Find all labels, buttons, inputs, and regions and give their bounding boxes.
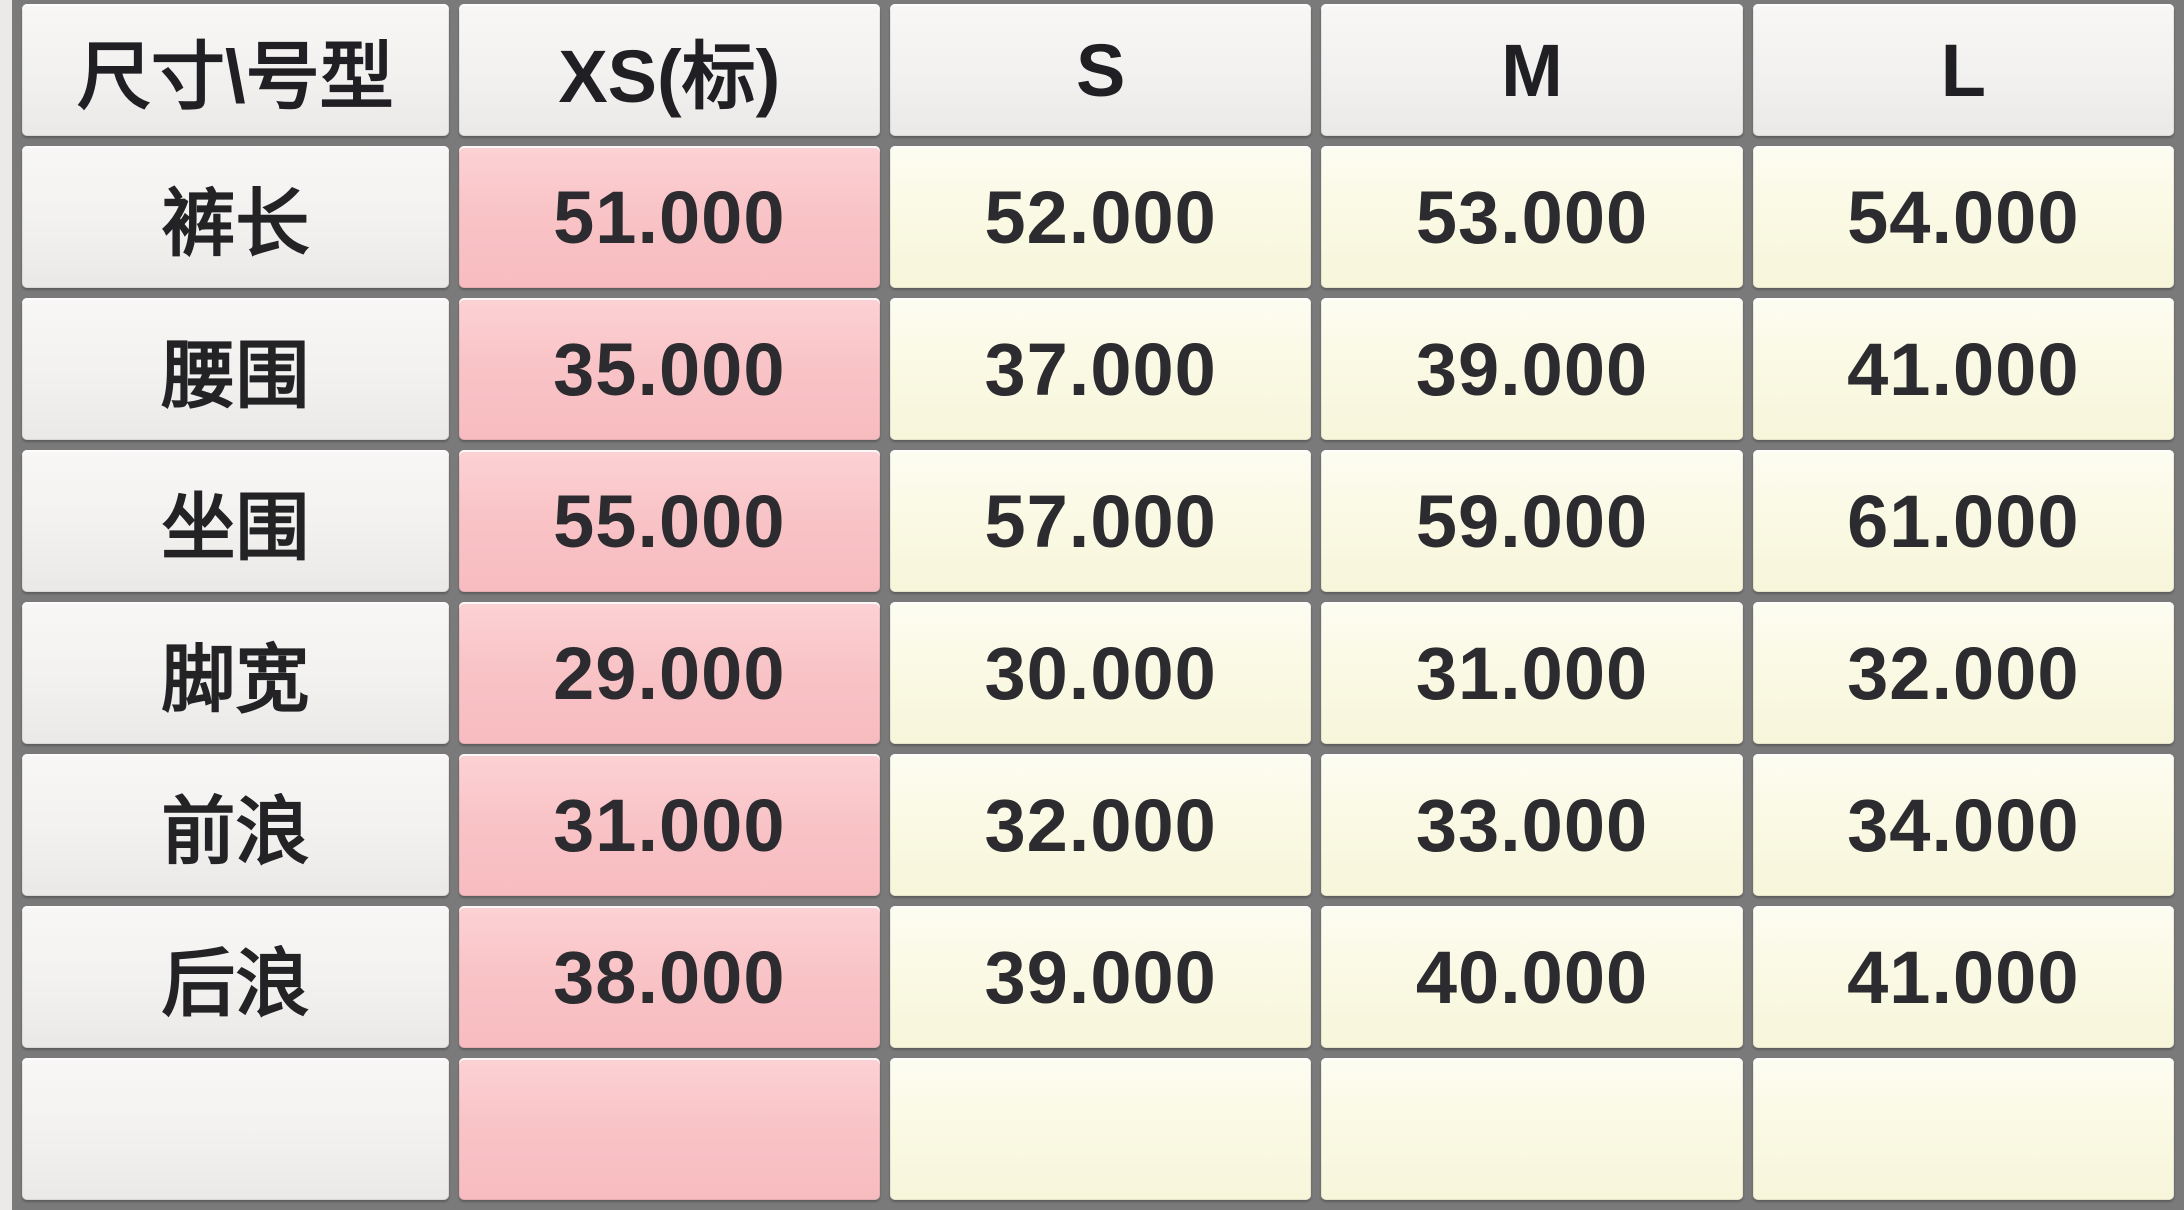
cell-waist-xs[interactable]: 35.000	[458, 298, 880, 440]
cell-pants-length-s[interactable]: 52.000	[890, 146, 1312, 288]
cell-front-rise-l[interactable]: 34.000	[1752, 754, 2174, 896]
row-label-seat[interactable]: 坐围	[22, 450, 449, 592]
cell-pants-length-xs[interactable]: 51.000	[458, 146, 880, 288]
cell-back-rise-s[interactable]: 39.000	[890, 906, 1312, 1048]
table-row-seat: 坐围 55.000 57.000 59.000 61.000	[22, 450, 2174, 592]
size-chart-table: 尺寸\号型 XS(标) S M L 裤长 51.000 52.000 53.00…	[12, 0, 2184, 1210]
cell-waist-m[interactable]: 39.000	[1321, 298, 1743, 440]
cell-seat-m[interactable]: 59.000	[1321, 450, 1743, 592]
table-row-partial	[22, 1058, 2174, 1200]
cell-partial-l[interactable]	[1752, 1058, 2174, 1200]
col-header-l[interactable]: L	[1752, 4, 2174, 136]
cell-front-rise-m[interactable]: 33.000	[1321, 754, 1743, 896]
cell-leg-opening-xs[interactable]: 29.000	[458, 602, 880, 744]
table-row-pants-length: 裤长 51.000 52.000 53.000 54.000	[22, 146, 2174, 288]
cell-seat-s[interactable]: 57.000	[890, 450, 1312, 592]
corner-header[interactable]: 尺寸\号型	[22, 4, 449, 136]
row-label-front-rise[interactable]: 前浪	[22, 754, 449, 896]
cell-pants-length-l[interactable]: 54.000	[1752, 146, 2174, 288]
cell-pants-length-m[interactable]: 53.000	[1321, 146, 1743, 288]
cell-leg-opening-s[interactable]: 30.000	[890, 602, 1312, 744]
cell-seat-l[interactable]: 61.000	[1752, 450, 2174, 592]
table-row-waist: 腰围 35.000 37.000 39.000 41.000	[22, 298, 2174, 440]
col-header-xs[interactable]: XS(标)	[458, 4, 880, 136]
table-row-back-rise: 后浪 38.000 39.000 40.000 41.000	[22, 906, 2174, 1048]
table-row-front-rise: 前浪 31.000 32.000 33.000 34.000	[22, 754, 2174, 896]
cell-partial-xs[interactable]	[458, 1058, 880, 1200]
cell-partial-s[interactable]	[890, 1058, 1312, 1200]
table-row-leg-opening: 脚宽 29.000 30.000 31.000 32.000	[22, 602, 2174, 744]
header-row: 尺寸\号型 XS(标) S M L	[22, 4, 2174, 136]
cell-waist-s[interactable]: 37.000	[890, 298, 1312, 440]
col-header-m[interactable]: M	[1321, 4, 1743, 136]
cell-back-rise-xs[interactable]: 38.000	[458, 906, 880, 1048]
row-label-waist[interactable]: 腰围	[22, 298, 449, 440]
size-chart: 尺寸\号型 XS(标) S M L 裤长 51.000 52.000 53.00…	[12, 0, 2184, 1210]
row-label-partial[interactable]	[22, 1058, 449, 1200]
cell-seat-xs[interactable]: 55.000	[458, 450, 880, 592]
cell-back-rise-l[interactable]: 41.000	[1752, 906, 2174, 1048]
row-label-pants-length[interactable]: 裤长	[22, 146, 449, 288]
cell-leg-opening-m[interactable]: 31.000	[1321, 602, 1743, 744]
cell-front-rise-s[interactable]: 32.000	[890, 754, 1312, 896]
cell-back-rise-m[interactable]: 40.000	[1321, 906, 1743, 1048]
col-header-s[interactable]: S	[890, 4, 1312, 136]
row-label-back-rise[interactable]: 后浪	[22, 906, 449, 1048]
cell-partial-m[interactable]	[1321, 1058, 1743, 1200]
cell-front-rise-xs[interactable]: 31.000	[458, 754, 880, 896]
cell-waist-l[interactable]: 41.000	[1752, 298, 2174, 440]
row-label-leg-opening[interactable]: 脚宽	[22, 602, 449, 744]
cell-leg-opening-l[interactable]: 32.000	[1752, 602, 2174, 744]
